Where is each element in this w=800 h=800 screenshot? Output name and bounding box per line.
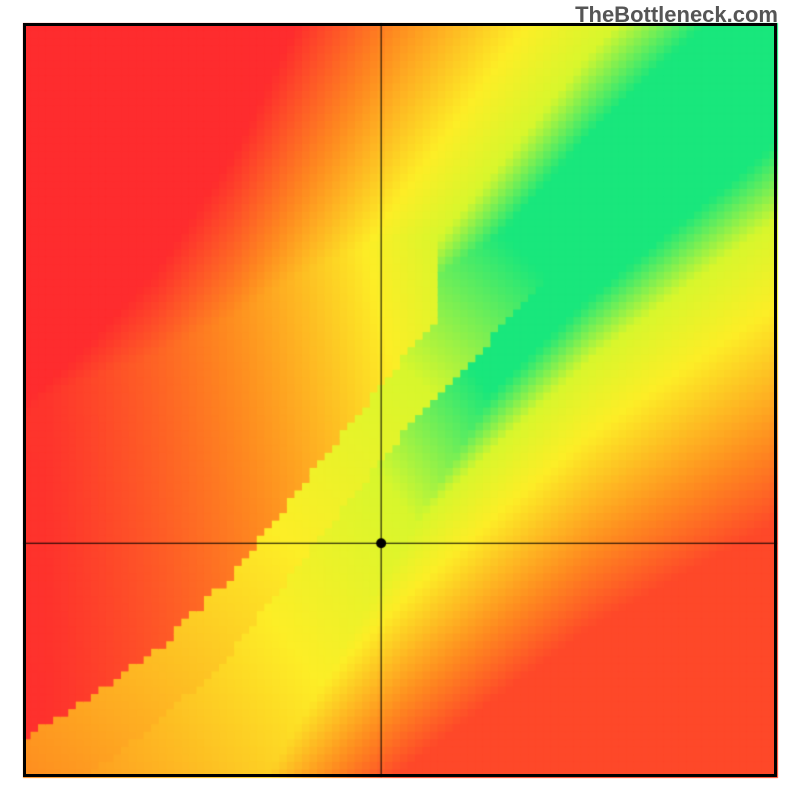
bottleneck-heatmap — [0, 0, 800, 800]
watermark-text: TheBottleneck.com — [575, 2, 778, 28]
